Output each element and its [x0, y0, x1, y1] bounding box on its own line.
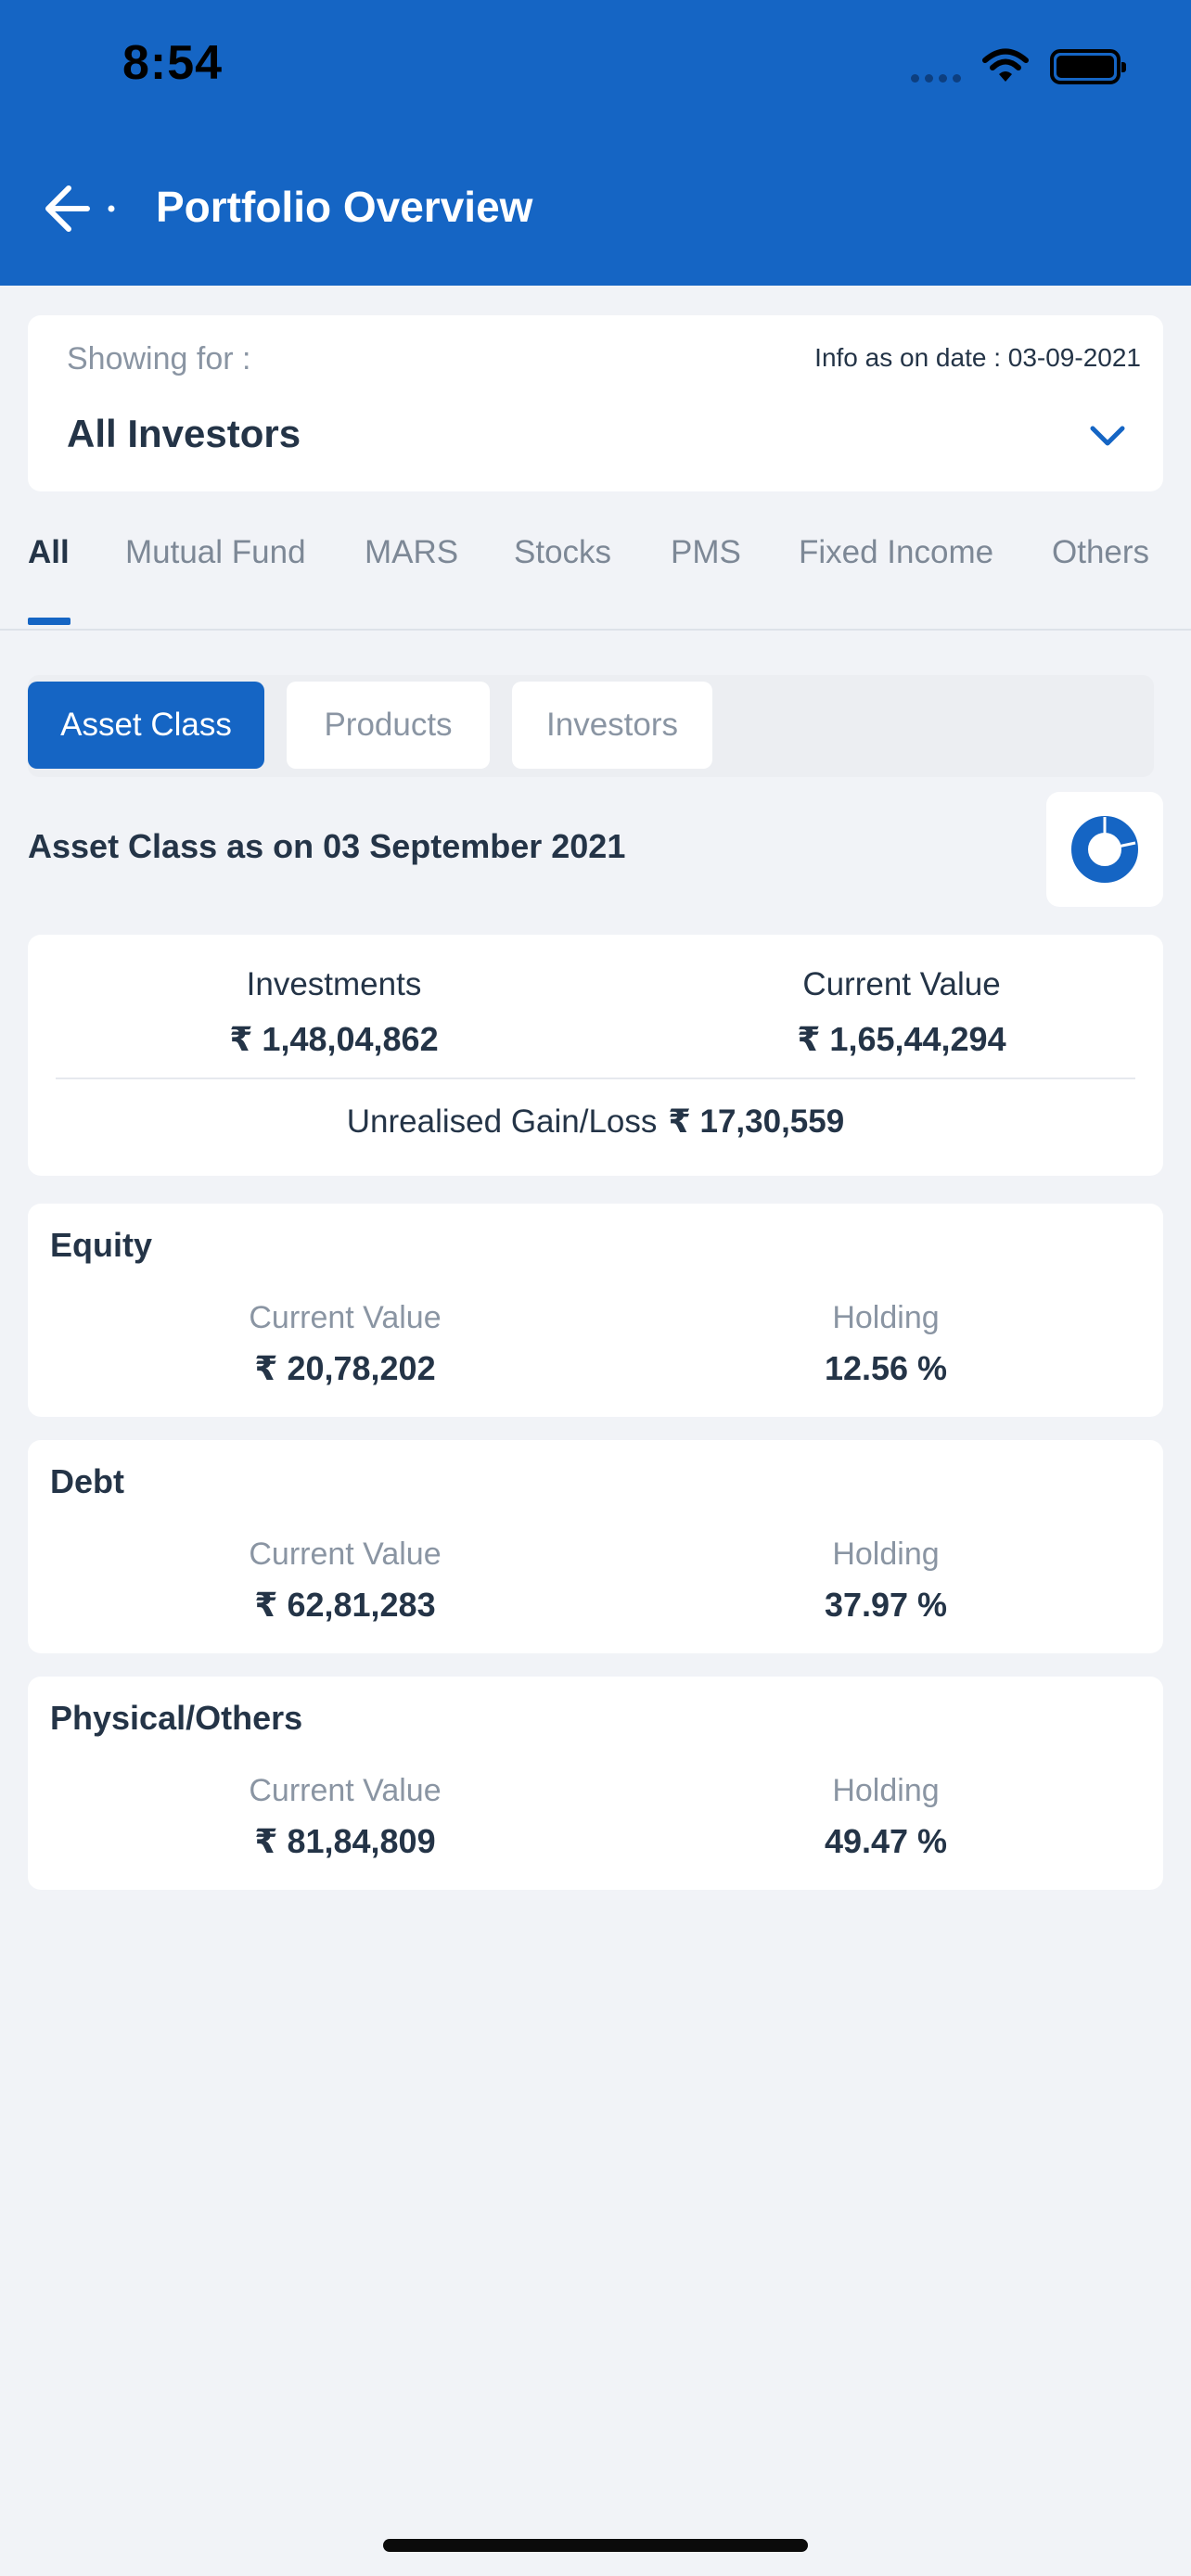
- asset-holding: 12.56 %: [824, 1349, 948, 1387]
- page-title: Portfolio Overview: [156, 183, 533, 231]
- asset-current-value-block: Current Value ₹ 62,81,283: [150, 1537, 540, 1625]
- tab-mutual-fund[interactable]: Mutual Fund: [125, 534, 306, 570]
- asset-card-equity[interactable]: Equity Current Value ₹ 20,78,202 Holding…: [28, 1204, 1163, 1417]
- product-tabs: All Mutual Fund MARS Stocks PMS Fixed In…: [0, 501, 1191, 631]
- asset-current-value-label: Current Value: [249, 1773, 442, 1808]
- status-icons: [911, 46, 1126, 87]
- asset-current-value-block: Current Value ₹ 81,84,809: [150, 1773, 540, 1861]
- info-date: Info as on date : 03-09-2021: [814, 343, 1141, 372]
- current-value: ₹ 1,65,44,294: [797, 1020, 1006, 1058]
- back-button[interactable]: [43, 176, 121, 241]
- home-indicator[interactable]: [383, 2539, 808, 2552]
- wifi-icon: [982, 48, 1029, 82]
- signal-icon: [911, 73, 961, 83]
- asset-card-physical-others[interactable]: Physical/Others Current Value ₹ 81,84,80…: [28, 1677, 1163, 1890]
- investor-selector[interactable]: Showing for : Info as on date : 03-09-20…: [28, 315, 1163, 491]
- investments-value: ₹ 1,48,04,862: [229, 1020, 439, 1058]
- asset-holding-block: Holding 49.47 %: [691, 1773, 1081, 1861]
- asset-current-value: ₹ 81,84,809: [254, 1822, 436, 1860]
- tab-mars[interactable]: MARS: [365, 534, 459, 570]
- battery-icon: [1050, 49, 1126, 84]
- investments-block: Investments ₹ 1,48,04,862: [102, 966, 566, 1059]
- asset-holding-label: Holding: [832, 1537, 940, 1572]
- chart-view-button[interactable]: [1046, 792, 1163, 907]
- asset-current-value-label: Current Value: [249, 1537, 442, 1572]
- active-tab-indicator: [28, 618, 70, 625]
- asset-holding: 37.97 %: [824, 1586, 948, 1624]
- investments-label: Investments: [246, 966, 422, 1002]
- asset-current-value: ₹ 20,78,202: [254, 1349, 436, 1387]
- asset-name: Equity: [50, 1226, 153, 1264]
- arrow-left-icon: [45, 185, 115, 232]
- gain-label: Unrealised Gain/Loss: [346, 1103, 658, 1140]
- asset-current-value-block: Current Value ₹ 20,78,202: [150, 1300, 540, 1388]
- app-header: 8:54 Portfolio Overview: [0, 0, 1191, 286]
- asset-name: Debt: [50, 1462, 124, 1500]
- asset-holding-label: Holding: [832, 1300, 940, 1335]
- divider: [56, 1078, 1135, 1079]
- tab-stocks[interactable]: Stocks: [514, 534, 612, 570]
- tab-others[interactable]: Others: [1052, 534, 1150, 570]
- segment-asset-class[interactable]: Asset Class: [28, 682, 264, 769]
- current-value-block: Current Value ₹ 1,65,44,294: [670, 966, 1133, 1059]
- asset-card-debt[interactable]: Debt Current Value ₹ 62,81,283 Holding 3…: [28, 1440, 1163, 1653]
- unrealised-gain: Unrealised Gain/Loss ₹ 17,30,559: [28, 1103, 1163, 1141]
- chevron-down-icon[interactable]: [1087, 417, 1128, 454]
- donut-chart-icon: [1071, 816, 1138, 883]
- tab-pms[interactable]: PMS: [671, 534, 741, 570]
- current-value-label: Current Value: [802, 966, 1001, 1002]
- asset-name: Physical/Others: [50, 1699, 303, 1737]
- asset-holding: 49.47 %: [824, 1822, 948, 1860]
- asset-current-value-label: Current Value: [249, 1300, 442, 1335]
- asset-holding-block: Holding 12.56 %: [691, 1300, 1081, 1388]
- showing-for-label: Showing for :: [67, 341, 251, 376]
- selected-investor[interactable]: All Investors: [67, 412, 301, 455]
- tab-fixed-income[interactable]: Fixed Income: [799, 534, 994, 570]
- portfolio-summary-card: Investments ₹ 1,48,04,862 Current Value …: [28, 935, 1163, 1176]
- gain-value: ₹ 17,30,559: [668, 1103, 845, 1140]
- asset-holding-block: Holding 37.97 %: [691, 1537, 1081, 1625]
- asset-current-value: ₹ 62,81,283: [254, 1586, 436, 1624]
- asset-holding-label: Holding: [832, 1773, 940, 1808]
- segment-investors[interactable]: Investors: [512, 682, 712, 769]
- segment-products[interactable]: Products: [287, 682, 490, 769]
- status-time: 8:54: [122, 36, 224, 90]
- tab-all[interactable]: All: [28, 534, 70, 570]
- section-title: Asset Class as on 03 September 2021: [28, 827, 626, 865]
